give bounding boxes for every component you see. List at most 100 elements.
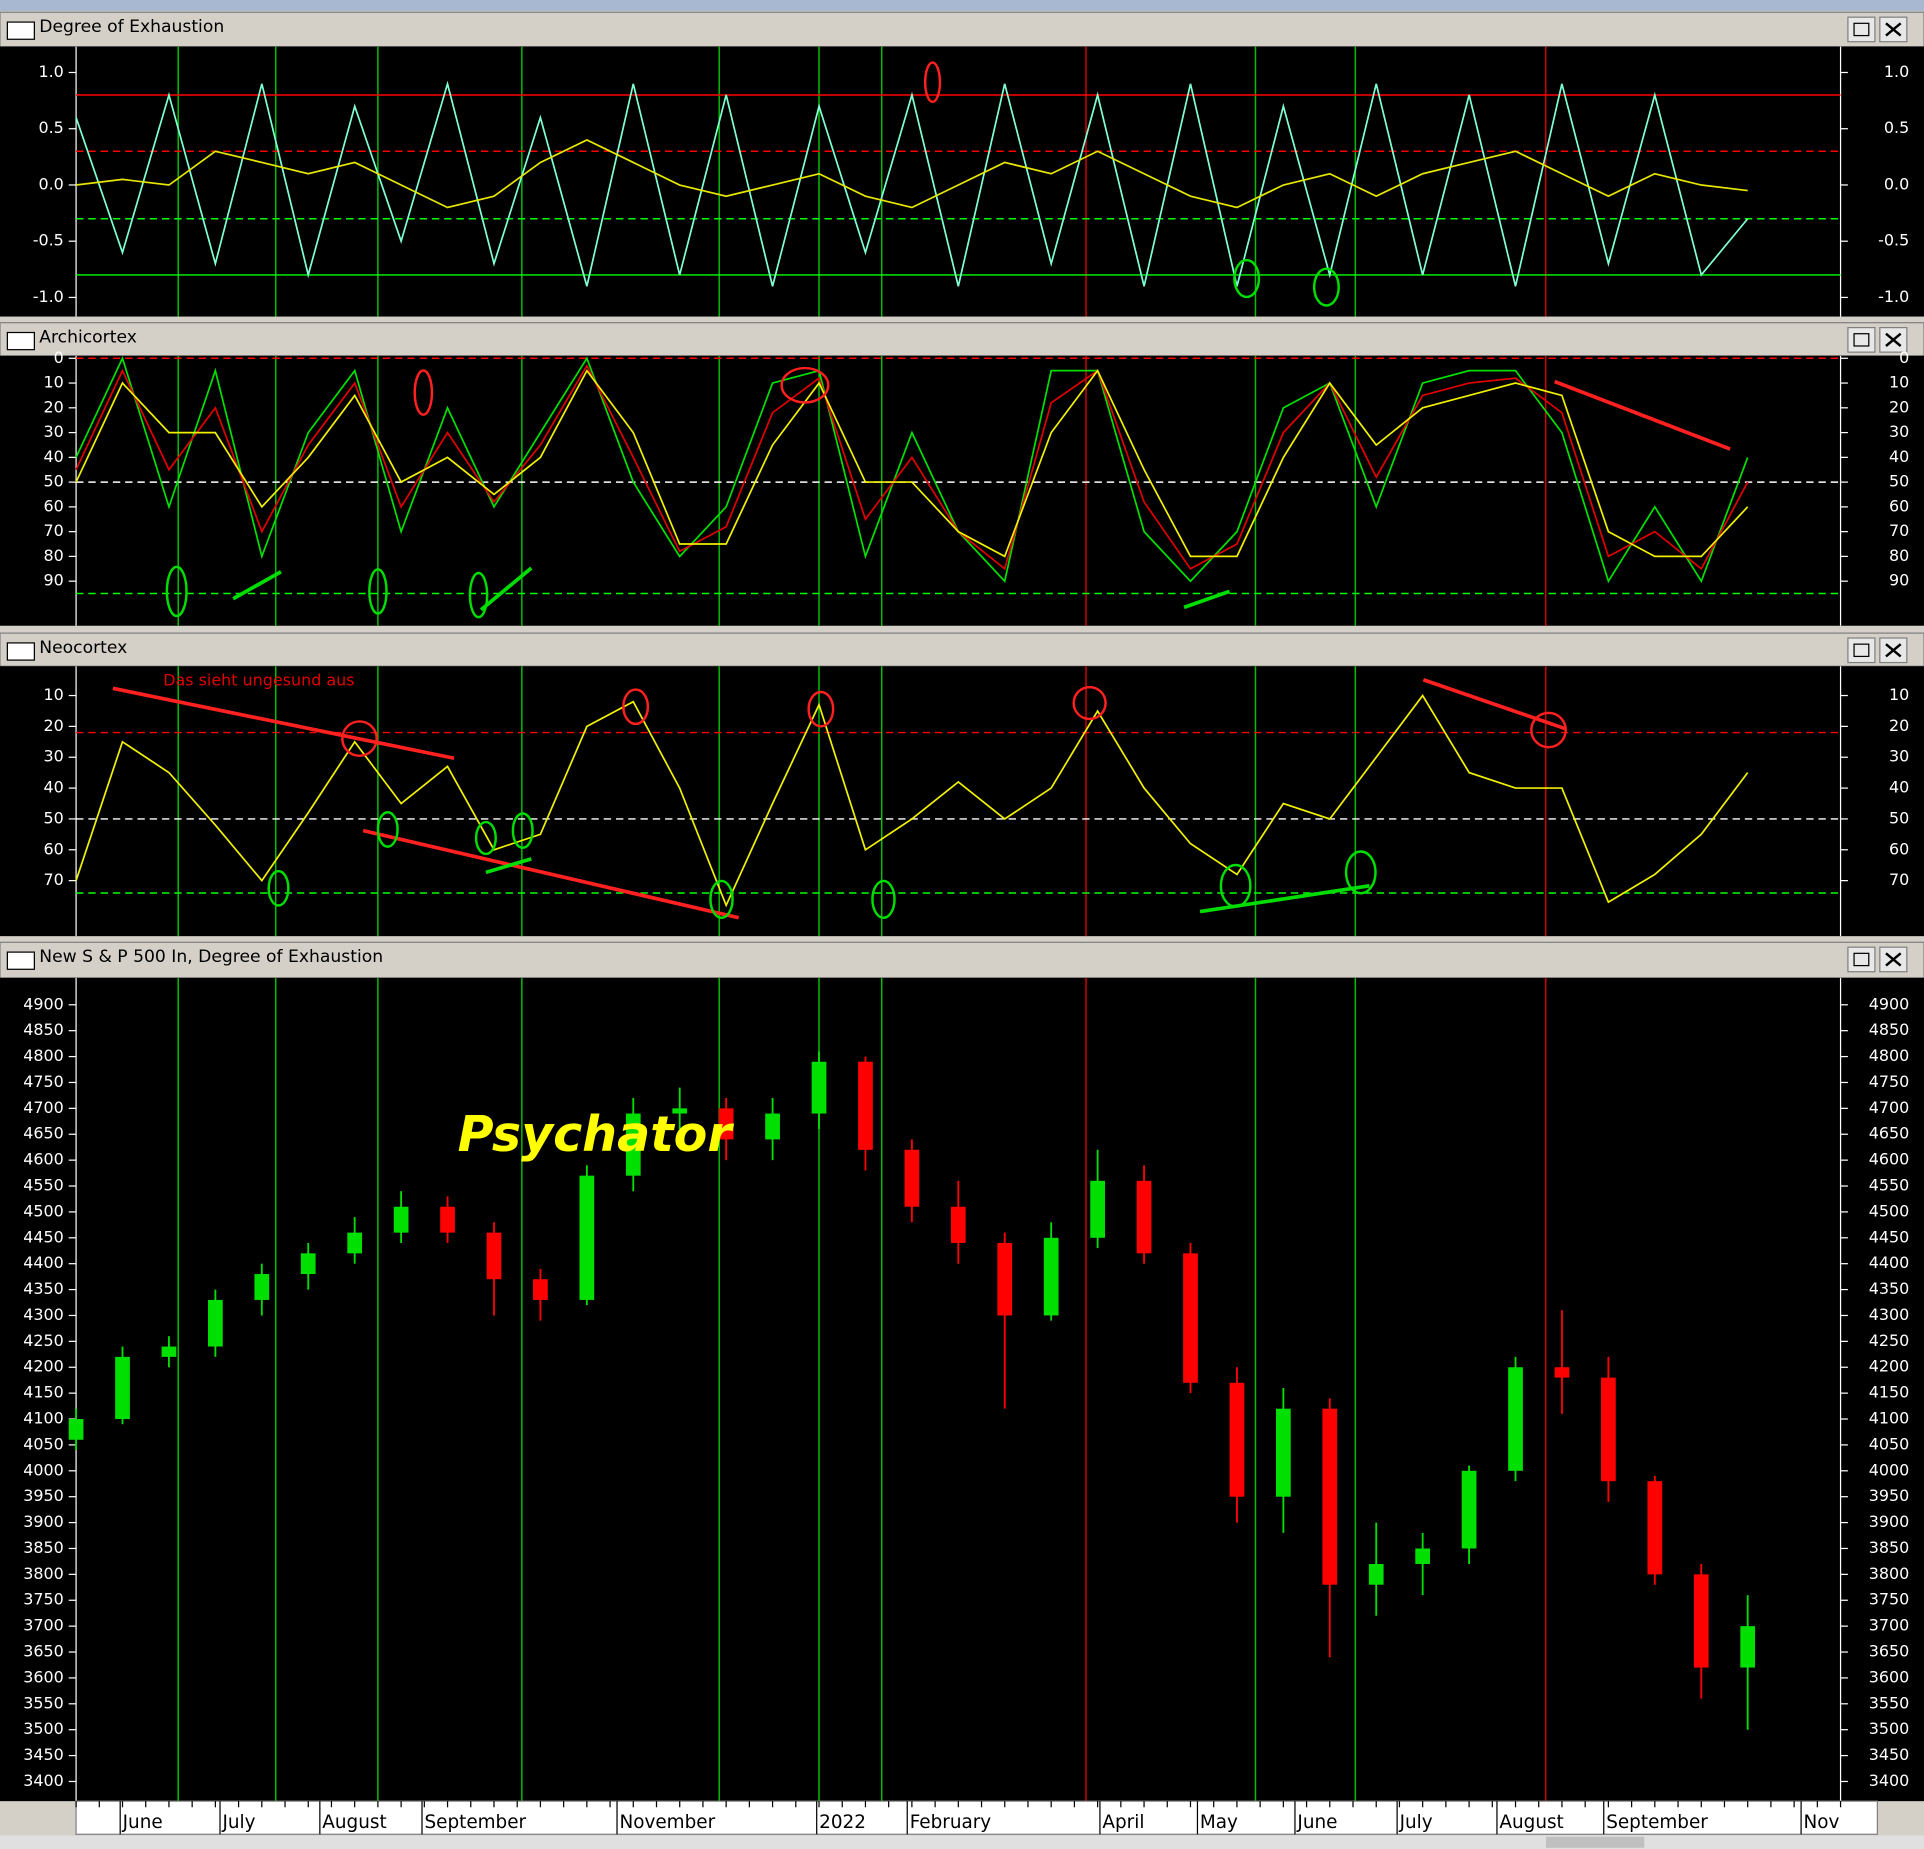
panel-title: New S & P 500 In, Degree of Exhaustion bbox=[39, 947, 383, 967]
marker-circle bbox=[923, 61, 942, 104]
y-tick-label: 20 bbox=[44, 397, 64, 416]
y-tick-label-right: 4450 bbox=[1869, 1227, 1910, 1246]
drawn-annotations bbox=[112, 61, 1731, 920]
panel-title-bar bbox=[0, 632, 1924, 667]
candle-body bbox=[1229, 1382, 1245, 1497]
y-tick-label: 4450 bbox=[23, 1227, 64, 1246]
y-tick-label-right: 4100 bbox=[1869, 1409, 1910, 1428]
candle-body bbox=[1090, 1180, 1105, 1238]
candle-body bbox=[950, 1206, 966, 1243]
y-tick-label: 4150 bbox=[23, 1383, 64, 1402]
close-glyph[interactable] bbox=[1885, 643, 1902, 658]
marker-circle bbox=[511, 812, 534, 850]
y-tick-label-right: 3500 bbox=[1869, 1719, 1910, 1738]
marker-circle bbox=[780, 366, 830, 404]
window-caption bbox=[0, 0, 1924, 12]
trendline bbox=[1199, 884, 1370, 914]
trendline bbox=[1553, 379, 1731, 451]
candle-body bbox=[300, 1253, 316, 1275]
y-tick-label-right: 4750 bbox=[1869, 1072, 1910, 1091]
y-tick-label: 3950 bbox=[23, 1486, 64, 1505]
marker-circle bbox=[468, 571, 489, 619]
y-tick-label-right: 3550 bbox=[1869, 1693, 1910, 1712]
marker-circle bbox=[807, 690, 835, 728]
candle-body bbox=[1136, 1180, 1152, 1254]
y-tick-label-right: 3900 bbox=[1869, 1512, 1910, 1531]
close-glyph[interactable] bbox=[1885, 952, 1902, 967]
y-tick-label: 4550 bbox=[23, 1176, 64, 1195]
y-tick-label: 3600 bbox=[23, 1667, 64, 1686]
y-tick-label: 4850 bbox=[23, 1020, 64, 1039]
y-tick-label: 4300 bbox=[23, 1305, 64, 1324]
y-tick-label: 3450 bbox=[23, 1745, 64, 1764]
y-tick-label-right: 70 bbox=[1889, 870, 1909, 889]
maximize-glyph[interactable] bbox=[1853, 643, 1870, 658]
y-tick-label-right: 0.0 bbox=[1884, 174, 1909, 193]
panel-background bbox=[0, 46, 1924, 317]
y-tick-label-right: 60 bbox=[1889, 839, 1909, 858]
y-tick-label-right: 3950 bbox=[1869, 1486, 1910, 1505]
marker-circle bbox=[1344, 850, 1377, 895]
trendline bbox=[485, 857, 532, 875]
candle-body bbox=[1554, 1367, 1570, 1378]
y-tick-label-right: 20 bbox=[1889, 716, 1909, 735]
candle-body bbox=[486, 1232, 502, 1280]
maximize-glyph[interactable] bbox=[1853, 333, 1870, 347]
panel-background bbox=[0, 977, 1924, 1802]
panel-icon bbox=[6, 642, 35, 661]
y-tick-label-right: 4700 bbox=[1869, 1098, 1910, 1117]
candle-body bbox=[115, 1356, 130, 1420]
y-tick-label: 50 bbox=[44, 472, 64, 491]
y-tick-label-right: 0.5 bbox=[1884, 118, 1909, 137]
scrollbar bbox=[0, 1835, 1924, 1849]
candle-body bbox=[1508, 1367, 1523, 1471]
maximize-button[interactable] bbox=[1847, 637, 1876, 664]
y-tick-label: 3900 bbox=[23, 1512, 64, 1531]
y-tick-label: 3500 bbox=[23, 1719, 64, 1738]
candle-body bbox=[1740, 1626, 1756, 1668]
y-tick-label: 3850 bbox=[23, 1538, 64, 1557]
close-glyph[interactable] bbox=[1885, 332, 1902, 347]
maximize-button[interactable] bbox=[1847, 946, 1876, 973]
y-tick-label: -1.0 bbox=[33, 287, 64, 306]
y-tick-label: 4900 bbox=[23, 994, 64, 1013]
candle-body bbox=[625, 1113, 641, 1176]
maximize-button[interactable] bbox=[1847, 326, 1876, 353]
y-tick-label-right: 4900 bbox=[1869, 994, 1910, 1013]
y-tick-label: 4500 bbox=[23, 1201, 64, 1220]
panel-icon bbox=[6, 331, 35, 351]
y-tick-label-right: 4850 bbox=[1869, 1020, 1910, 1039]
y-tick-label: 90 bbox=[44, 571, 64, 590]
x-tick-label: September bbox=[1606, 1812, 1708, 1833]
scroll-thumb[interactable] bbox=[1546, 1836, 1645, 1848]
candle-body bbox=[765, 1113, 780, 1140]
x-tick-label: June bbox=[122, 1812, 163, 1833]
y-tick-label-right: 1.0 bbox=[1884, 62, 1909, 81]
y-tick-label-right: 4300 bbox=[1869, 1305, 1910, 1324]
y-tick-label: 50 bbox=[44, 808, 64, 827]
x-tick-label: 2022 bbox=[819, 1812, 866, 1833]
x-tick-label: May bbox=[1200, 1812, 1238, 1833]
candle-body bbox=[1415, 1548, 1431, 1565]
y-tick-label-right: -1.0 bbox=[1878, 287, 1909, 306]
y-tick-label: 4050 bbox=[23, 1434, 64, 1453]
chart-annotation: Psychator bbox=[458, 1105, 735, 1163]
trendline bbox=[362, 828, 740, 920]
marker-circle bbox=[1530, 711, 1567, 749]
y-tick-label: 60 bbox=[44, 839, 64, 858]
marker-circle bbox=[622, 688, 650, 726]
close-glyph[interactable] bbox=[1885, 22, 1902, 37]
y-tick-label: -0.5 bbox=[33, 231, 64, 250]
maximize-button[interactable] bbox=[1847, 16, 1876, 43]
series-line bbox=[75, 363, 1749, 571]
y-tick-label-right: 3750 bbox=[1869, 1590, 1910, 1609]
y-tick-label: 30 bbox=[44, 747, 64, 766]
maximize-glyph[interactable] bbox=[1853, 22, 1870, 37]
candle-body bbox=[1275, 1408, 1291, 1497]
panel-title: Degree of Exhaustion bbox=[39, 17, 224, 37]
maximize-glyph[interactable] bbox=[1853, 952, 1870, 967]
y-tick-label-right: 50 bbox=[1889, 472, 1909, 491]
candle-body bbox=[1322, 1408, 1338, 1585]
y-tick-label-right: 50 bbox=[1889, 808, 1909, 827]
